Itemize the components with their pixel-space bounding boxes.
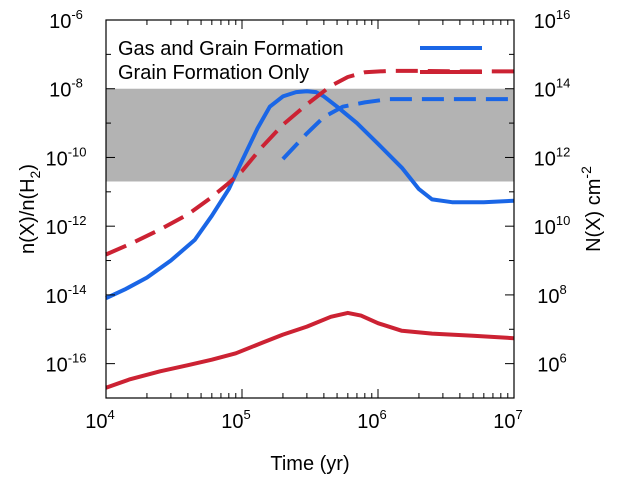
y-left-tick-label: 10-10	[45, 144, 86, 170]
series-line-1-solid	[105, 89, 515, 301]
plot-frame	[105, 19, 515, 399]
y-left-tick-label: 10-14	[45, 282, 86, 308]
y-left-axis-label: n(X)/n(H2)	[17, 164, 43, 254]
y-right-tick-label: 1012	[534, 144, 571, 170]
y-right-tick-label: 106	[537, 351, 566, 377]
x-tick-label: 107	[493, 407, 522, 433]
ticks	[105, 19, 515, 399]
x-tick-label: 105	[221, 407, 250, 433]
y-left-tick-label: 10-12	[45, 213, 86, 239]
series-line-2-dashed	[281, 97, 514, 161]
legend-label-1: Gas and Grain Formation	[118, 38, 344, 60]
y-left-tick-label: 10-16	[45, 351, 86, 377]
series-layer	[105, 68, 515, 390]
legend-label-2: Grain Formation Only	[118, 62, 309, 84]
axis-labels: Time (yr) n(X)/n(H2) N(X) cm-2	[17, 164, 605, 475]
y-right-tick-label: 108	[537, 282, 566, 308]
y-left-tick-label: 10-6	[49, 7, 83, 33]
y-right-tick-label: 1014	[534, 76, 571, 102]
y-left-tick-label: 10-8	[49, 76, 83, 102]
series-line-4-solid	[105, 310, 515, 390]
series-line-3-dashed	[105, 68, 514, 257]
x-axis-label: Time (yr)	[270, 453, 349, 475]
x-tick-label: 106	[357, 407, 386, 433]
tick-labels: 104 105 106 107 10-6 10-8 10-10 10-12 10-14 10-16…	[45, 7, 570, 433]
y-right-tick-label: 1016	[534, 7, 571, 33]
y-right-axis-label: N(X) cm-2	[578, 166, 605, 252]
x-tick-label: 104	[85, 407, 114, 433]
y-right-tick-label: 1010	[534, 213, 571, 239]
